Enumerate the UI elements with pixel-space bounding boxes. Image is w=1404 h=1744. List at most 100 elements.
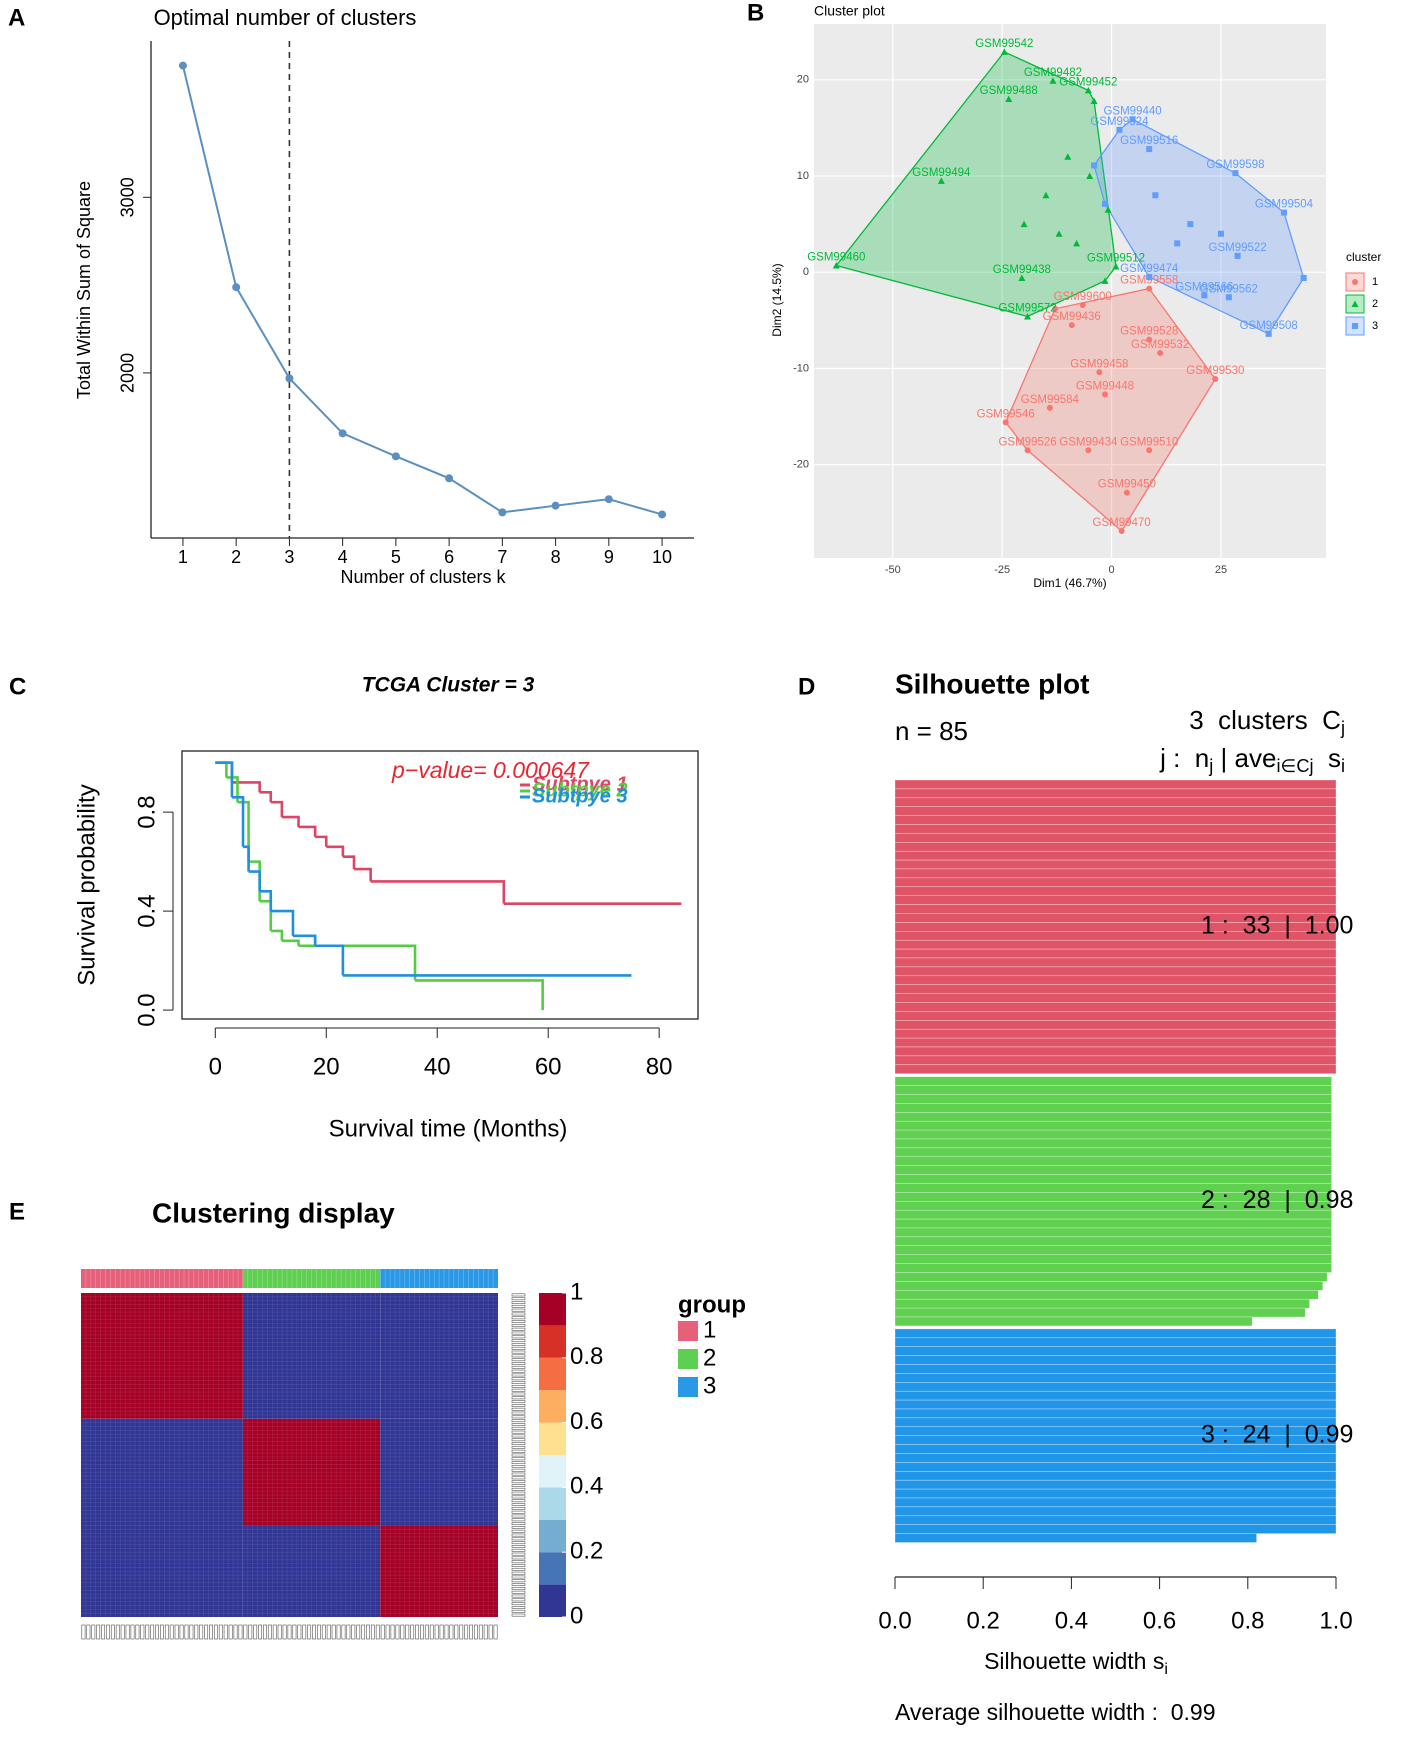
point-label: GSM99566	[1175, 281, 1233, 293]
heatmap-cell	[81, 1293, 243, 1419]
point	[1068, 322, 1075, 329]
column-name	[287, 1624, 292, 1640]
point	[1217, 230, 1224, 237]
point	[391, 452, 400, 461]
point	[1112, 262, 1120, 270]
point	[498, 508, 507, 517]
column-name	[302, 1624, 307, 1640]
legend-label: Subtpye 1	[532, 773, 628, 795]
row-name	[511, 1575, 526, 1579]
row-name	[511, 1594, 526, 1598]
colorbar-bin	[539, 1487, 566, 1520]
bar	[894, 895, 1337, 905]
subscript: i	[1341, 756, 1345, 776]
bar	[894, 1390, 1337, 1401]
column-name	[115, 1624, 120, 1640]
point	[1085, 447, 1092, 454]
column-name	[434, 1624, 439, 1640]
bar	[894, 1471, 1337, 1481]
cluster-hull	[835, 51, 1117, 318]
heatmap-cell	[81, 1418, 243, 1526]
column-name	[297, 1624, 302, 1640]
colorbar-bin	[539, 1390, 566, 1423]
bar	[894, 788, 1337, 799]
column-name	[164, 1624, 169, 1640]
subscript: j	[1340, 718, 1345, 738]
column-name	[248, 1624, 253, 1640]
column-name	[395, 1624, 400, 1640]
column-name	[366, 1624, 370, 1640]
survival-step	[370, 880, 506, 904]
row-name	[511, 1526, 526, 1529]
bar	[894, 1147, 1332, 1158]
bar	[894, 1174, 1332, 1184]
colorbar-label: 1	[570, 1278, 583, 1305]
point-label: GSM99504	[1255, 199, 1314, 211]
colorbar-bin	[539, 1552, 566, 1585]
point-label: GSM99512	[1087, 252, 1145, 264]
bar	[894, 1055, 1337, 1066]
bar	[894, 1479, 1337, 1490]
panel-label: C	[9, 673, 26, 700]
column-name	[253, 1624, 258, 1640]
column-name	[410, 1624, 415, 1640]
group-annotation	[242, 1269, 381, 1288]
bar	[894, 1290, 1319, 1300]
point-label: GSM99524	[1090, 116, 1149, 128]
column-name	[415, 1624, 420, 1640]
column-name	[429, 1624, 434, 1640]
bar	[894, 1236, 1332, 1247]
footer: Average silhouette width : 0.99	[895, 1699, 1216, 1725]
point-label: GSM99516	[1120, 135, 1178, 147]
row-name	[511, 1583, 526, 1587]
heatmap-cell	[242, 1418, 381, 1526]
point	[1146, 336, 1153, 343]
bar	[894, 939, 1337, 950]
survival-step	[259, 890, 273, 912]
row-name	[511, 1533, 526, 1537]
point	[1118, 528, 1125, 535]
colorbar-label: 0.6	[570, 1408, 603, 1435]
column-name	[326, 1624, 331, 1640]
y-tick-label: -10	[793, 362, 809, 374]
point	[1146, 274, 1153, 281]
column-name	[194, 1624, 199, 1640]
x-tick-label: 3	[284, 547, 294, 567]
column-name	[189, 1624, 194, 1640]
column-name	[120, 1624, 125, 1640]
row-name	[511, 1495, 526, 1499]
bar	[894, 1112, 1332, 1122]
row-name	[511, 1388, 526, 1392]
point-label: GSM99542	[975, 38, 1033, 50]
n-label: n = 85	[895, 716, 968, 746]
row-name	[511, 1392, 526, 1396]
point-label: GSM99532	[1131, 339, 1189, 351]
point-label: GSM99546	[977, 408, 1035, 420]
point	[1024, 312, 1032, 320]
row-name	[511, 1449, 526, 1453]
column-name	[464, 1624, 469, 1640]
bar	[894, 868, 1337, 879]
y-tick-label: 0.8	[133, 795, 160, 828]
y-axis-label: Dim2 (14.5%)	[770, 263, 784, 336]
survival-step	[270, 929, 284, 941]
x-tick-label: 0.2	[967, 1607, 1000, 1634]
bar	[894, 1364, 1337, 1374]
point	[178, 61, 187, 70]
column-name	[282, 1624, 287, 1640]
row-name	[511, 1537, 526, 1541]
x-tick-label: 80	[646, 1053, 673, 1080]
point	[338, 429, 347, 438]
row-name	[511, 1293, 526, 1297]
point-label: GSM99522	[1209, 242, 1267, 254]
colorbar-bin	[539, 1325, 566, 1358]
bar	[894, 1103, 1332, 1113]
plot-frame	[181, 750, 699, 1020]
point-label: GSM99562	[1200, 283, 1258, 295]
point	[1225, 294, 1232, 301]
column-name	[459, 1624, 464, 1640]
row-name	[511, 1564, 526, 1567]
point	[1064, 153, 1072, 160]
bar	[894, 1272, 1328, 1282]
